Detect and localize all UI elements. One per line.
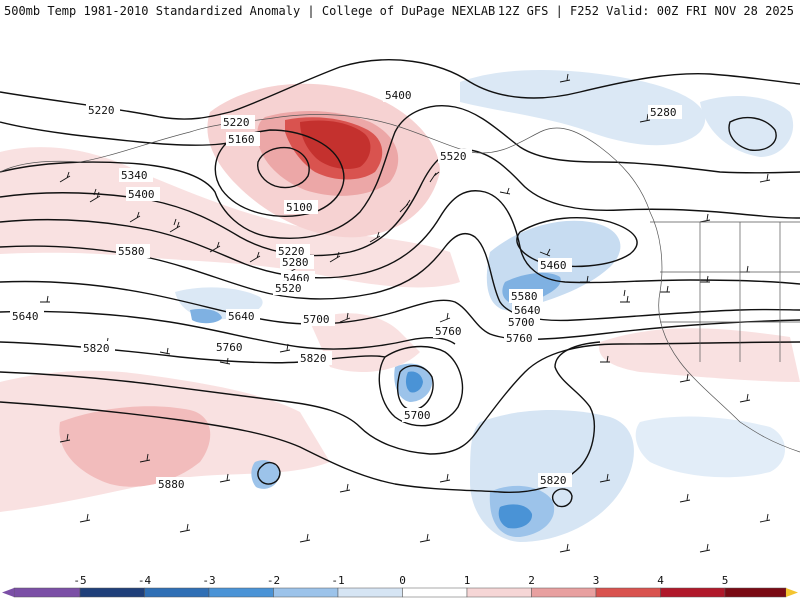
height-label: 5700 xyxy=(303,313,330,326)
colorbar-left-arrow xyxy=(2,588,14,597)
colorbar-tick-label: 2 xyxy=(528,574,535,587)
weather-map: 5220 5220 5160 5100 5340 5400 5580 5220 … xyxy=(0,22,800,574)
height-label: 5820 xyxy=(300,352,327,365)
height-label: 5400 xyxy=(128,188,155,201)
height-label: 5460 xyxy=(540,259,567,272)
colorbar-tick-label: -1 xyxy=(331,574,344,587)
height-contours xyxy=(0,59,800,508)
colorbar-tick-label: 4 xyxy=(657,574,664,587)
height-label: 5700 xyxy=(508,316,535,329)
colorbar-segment xyxy=(595,587,661,598)
height-label: 5340 xyxy=(121,169,148,182)
height-label: 5640 xyxy=(12,310,39,323)
height-label: 5580 xyxy=(511,290,538,303)
coastlines xyxy=(0,114,800,453)
contour-labels: 5220 5220 5160 5100 5340 5400 5580 5220 … xyxy=(10,88,682,491)
wind-barbs xyxy=(40,73,771,553)
header-bar: 500mb Temp 1981-2010 Standardized Anomal… xyxy=(0,0,800,22)
colorbar-segment xyxy=(13,587,81,598)
height-label: 5280 xyxy=(650,106,677,119)
colorbar-segment xyxy=(466,587,532,598)
anomaly-colorbar: -5 -4 -3 -2 -1 0 1 2 3 4 5 xyxy=(0,574,800,600)
height-label: 5640 xyxy=(228,310,255,323)
colorbar-segment xyxy=(724,587,787,598)
colorbar-tick-label: 5 xyxy=(722,574,729,587)
height-label: 5580 xyxy=(118,245,145,258)
colorbar-tick-label: -3 xyxy=(202,574,215,587)
colorbar-segment xyxy=(402,587,468,598)
colorbar-tick-label: 3 xyxy=(593,574,600,587)
run-valid-time: 12Z GFS | F252 Valid: 00Z FRI NOV 28 202… xyxy=(497,4,794,18)
colorbar-tick-label: -4 xyxy=(138,574,152,587)
height-label: 5520 xyxy=(440,150,467,163)
height-label: 5820 xyxy=(83,342,110,355)
colorbar-segment xyxy=(144,587,210,598)
height-label: 5160 xyxy=(228,133,255,146)
colorbar-right-arrow xyxy=(786,588,798,597)
height-label: 5820 xyxy=(540,474,567,487)
colorbar-segment xyxy=(273,587,339,598)
colorbar-segment xyxy=(337,587,403,598)
height-label: 5280 xyxy=(282,256,309,269)
colorbar-segment xyxy=(79,587,145,598)
product-title: 500mb Temp 1981-2010 Standardized Anomal… xyxy=(4,4,496,18)
height-label: 5220 xyxy=(223,116,250,129)
colorbar-tick-label: 1 xyxy=(464,574,471,587)
colorbar-tick-label: -5 xyxy=(73,574,86,587)
height-label: 5760 xyxy=(216,341,243,354)
colorbar-tick-label: 0 xyxy=(399,574,406,587)
height-label: 5220 xyxy=(278,245,305,258)
height-label: 5880 xyxy=(158,478,185,491)
height-label: 5220 xyxy=(88,104,115,117)
height-label: 5100 xyxy=(286,201,313,214)
colorbar-tick-label: -2 xyxy=(267,574,280,587)
height-label: 5400 xyxy=(385,89,412,102)
colorbar-segment xyxy=(208,587,274,598)
height-label: 5700 xyxy=(404,409,431,422)
height-label: 5520 xyxy=(275,282,302,295)
height-label: 5760 xyxy=(435,325,462,338)
height-label: 5640 xyxy=(514,304,541,317)
height-label: 5760 xyxy=(506,332,533,345)
colorbar-segment xyxy=(531,587,597,598)
colorbar-segment xyxy=(660,587,726,598)
